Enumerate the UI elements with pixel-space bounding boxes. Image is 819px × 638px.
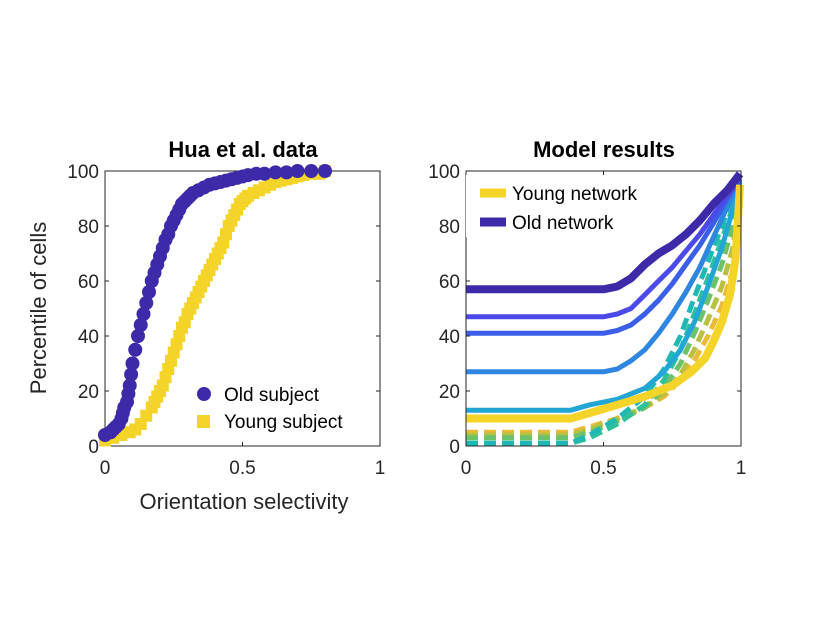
data-point-old-subject [133,318,148,332]
y-tick-label: 20 [78,382,99,403]
panel2-legend: Young network Old network [466,175,674,237]
y-tick-label: 80 [439,217,460,238]
data-point-old-subject [124,367,139,382]
data-point-old-subject [268,165,283,180]
series-line-0 [466,184,744,423]
data-point-old-subject [125,356,140,371]
x-tick-label: 0.5 [229,458,255,479]
x-tick-label: 1 [375,458,386,479]
panel2-title: Model results [533,137,675,162]
panel2-ticks: 0 0.5 1 0 20 40 60 80 100 [428,162,746,479]
data-point-old-subject [139,296,154,310]
panel1-data-marks [98,164,332,447]
x-tick-label: 1 [736,458,747,479]
data-point-old-subject [290,164,305,178]
panel-hua-data: Hua et al. data 0 0.5 1 0 20 40 60 80 100 Orient… [26,137,385,514]
series-line-6 [466,178,743,446]
x-tick-label: 0 [100,458,111,479]
panel1-ticks: 0 0.5 1 0 20 40 60 80 100 [67,162,385,479]
data-point-old-subject [122,378,137,393]
y-tick-label: 40 [439,327,460,348]
legend-young-subject-label: Young subject [224,412,343,433]
data-point-old-subject [279,165,294,180]
panel2-legend-box [466,175,674,237]
y-tick-label: 0 [449,437,460,458]
series-line-1 [466,171,744,294]
y-tick-label: 100 [67,162,99,183]
y-tick-label: 0 [88,437,99,458]
series-line-8 [466,187,743,441]
panel1-title: Hua et al. data [168,137,318,162]
panel2-data-marks [466,171,744,446]
legend-old-network-label: Old network [512,213,614,234]
legend-young-subject-marker [197,415,210,428]
x-tick-label: 0 [461,458,472,479]
legend-old-subject-marker [197,387,211,401]
data-point-old-subject [318,164,332,178]
data-point-old-subject [142,285,156,299]
series-line-3 [466,177,743,336]
panel1-legend: Old subject Young subject [197,385,343,433]
legend-young-network-label: Young network [512,184,638,205]
data-point-old-subject [257,166,272,181]
y-tick-label: 100 [428,162,460,183]
panel1-x-axis-label: Orientation selectivity [139,489,348,514]
panel-model-results: Model results 0 0.5 1 0 20 40 60 80 100 Young ne… [428,137,746,479]
panel1-y-axis-label: Percentile of cells [26,222,51,394]
legend-old-subject-label: Old subject [224,385,320,406]
series-line-5 [466,181,743,413]
data-point-old-subject [131,329,145,343]
data-point-old-subject [304,164,319,178]
series-line-2 [466,175,743,320]
y-tick-label: 80 [78,217,99,238]
data-point-old-subject [136,307,151,321]
data-point-old-subject [128,342,143,357]
y-tick-label: 40 [78,327,99,348]
y-tick-label: 60 [78,272,99,293]
y-tick-label: 60 [439,272,460,293]
y-tick-label: 20 [439,382,460,403]
x-tick-label: 0.5 [590,458,616,479]
series-line-4 [466,178,743,375]
